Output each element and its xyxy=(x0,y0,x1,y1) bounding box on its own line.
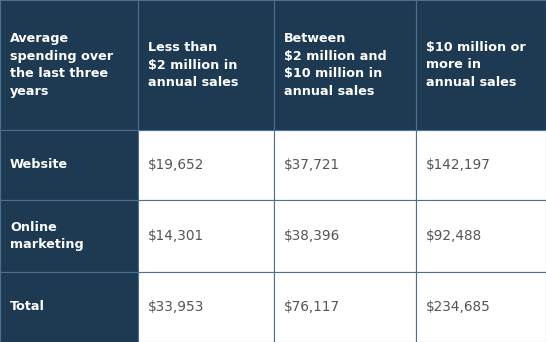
Text: Website: Website xyxy=(10,158,68,171)
Text: $234,685: $234,685 xyxy=(426,300,491,314)
Bar xyxy=(416,272,546,342)
Bar xyxy=(274,0,416,130)
Text: $14,301: $14,301 xyxy=(148,229,204,243)
Bar xyxy=(138,130,274,200)
Text: Online
marketing: Online marketing xyxy=(10,221,84,251)
Bar xyxy=(0,0,138,130)
Bar xyxy=(416,130,546,200)
Bar xyxy=(0,130,138,200)
Bar xyxy=(274,130,416,200)
Bar xyxy=(0,200,138,272)
Text: Total: Total xyxy=(10,301,45,314)
Text: $37,721: $37,721 xyxy=(284,158,340,172)
Text: Less than
$2 million in
annual sales: Less than $2 million in annual sales xyxy=(148,41,239,89)
Text: $38,396: $38,396 xyxy=(284,229,340,243)
Text: $10 million or
more in
annual sales: $10 million or more in annual sales xyxy=(426,41,526,89)
Bar xyxy=(138,272,274,342)
Bar xyxy=(138,200,274,272)
Bar xyxy=(138,0,274,130)
Bar xyxy=(274,272,416,342)
Bar xyxy=(274,200,416,272)
Text: $19,652: $19,652 xyxy=(148,158,204,172)
Text: $76,117: $76,117 xyxy=(284,300,340,314)
Bar xyxy=(416,0,546,130)
Text: Average
spending over
the last three
years: Average spending over the last three yea… xyxy=(10,32,113,98)
Text: $33,953: $33,953 xyxy=(148,300,204,314)
Text: Between
$2 million and
$10 million in
annual sales: Between $2 million and $10 million in an… xyxy=(284,32,387,98)
Text: $142,197: $142,197 xyxy=(426,158,491,172)
Bar xyxy=(0,272,138,342)
Bar xyxy=(416,200,546,272)
Text: $92,488: $92,488 xyxy=(426,229,482,243)
